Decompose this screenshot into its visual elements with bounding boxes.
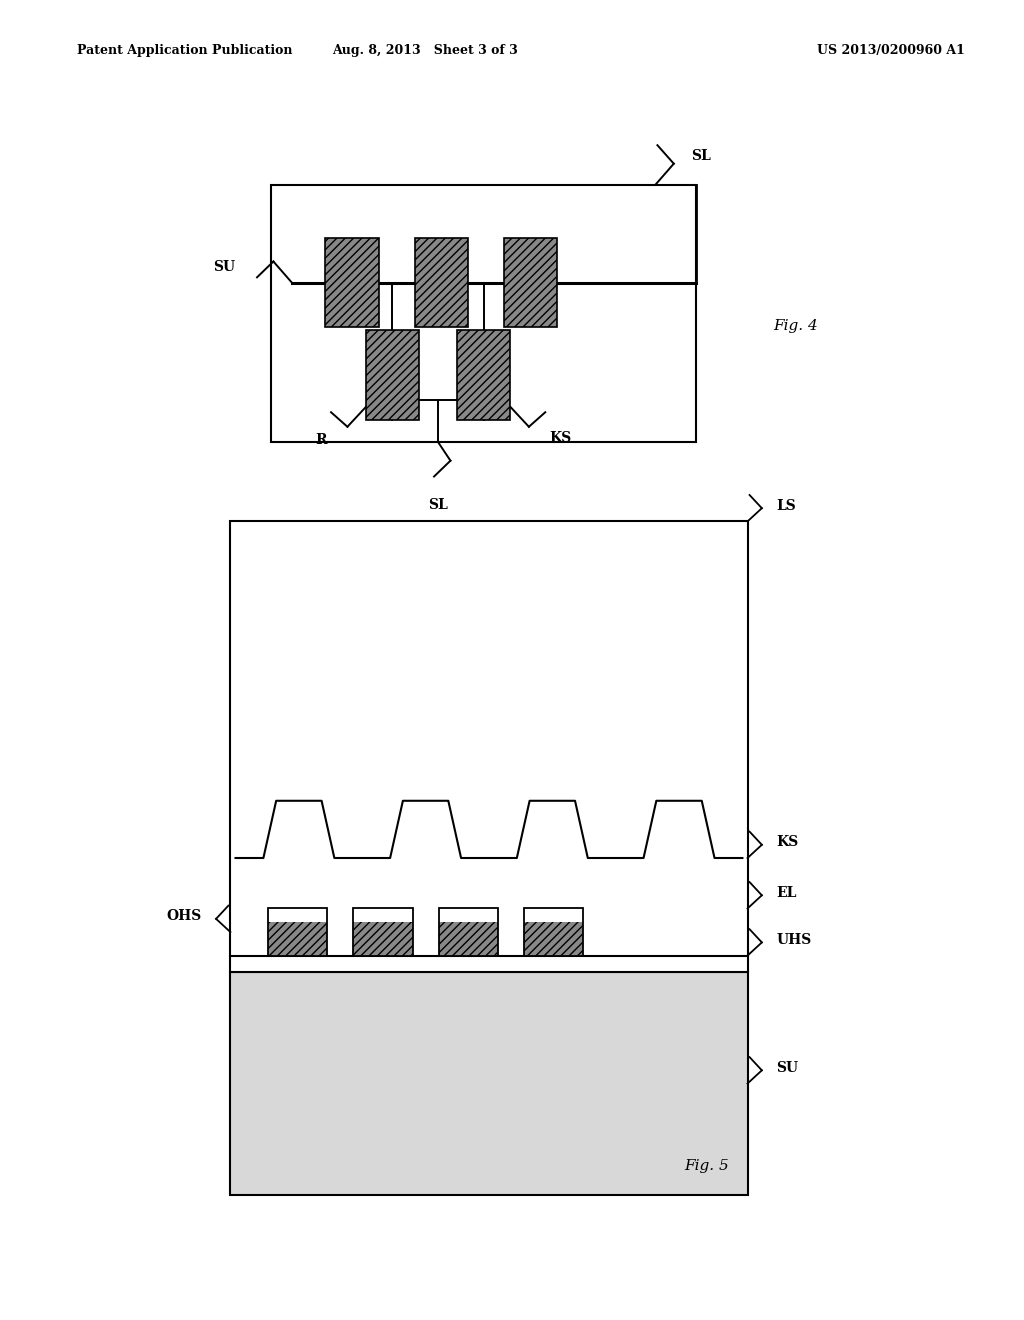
Bar xyxy=(326,238,379,327)
Bar xyxy=(353,908,413,921)
Bar xyxy=(268,908,328,921)
Text: KS: KS xyxy=(550,430,571,445)
Text: SL: SL xyxy=(428,498,449,512)
Text: Patent Application Publication: Patent Application Publication xyxy=(77,44,292,57)
Text: Aug. 8, 2013   Sheet 3 of 3: Aug. 8, 2013 Sheet 3 of 3 xyxy=(332,44,518,57)
Bar xyxy=(524,908,584,956)
Text: KS: KS xyxy=(776,836,799,849)
Bar xyxy=(230,521,748,973)
Text: SU: SU xyxy=(213,260,236,273)
Text: OHS: OHS xyxy=(167,909,202,923)
Bar xyxy=(268,921,328,956)
Text: Fig. 5: Fig. 5 xyxy=(684,1159,729,1172)
Text: Fig. 4: Fig. 4 xyxy=(773,319,818,334)
Bar xyxy=(353,908,413,956)
Bar xyxy=(353,921,413,956)
Bar xyxy=(524,908,584,921)
Text: SL: SL xyxy=(691,149,711,162)
Text: LS: LS xyxy=(776,499,796,512)
Bar xyxy=(366,330,419,420)
Bar xyxy=(438,921,498,956)
Text: SU: SU xyxy=(776,1061,799,1074)
Bar xyxy=(457,330,510,420)
Bar xyxy=(504,238,557,327)
Bar xyxy=(271,185,696,442)
Bar xyxy=(230,973,748,1195)
Text: R: R xyxy=(315,433,327,447)
Text: US 2013/0200960 A1: US 2013/0200960 A1 xyxy=(817,44,965,57)
Text: UHS: UHS xyxy=(776,933,811,946)
Text: EL: EL xyxy=(776,886,797,900)
Bar xyxy=(268,908,328,956)
Bar xyxy=(524,921,584,956)
Bar xyxy=(438,908,498,956)
Bar xyxy=(438,908,498,921)
Bar xyxy=(415,238,468,327)
